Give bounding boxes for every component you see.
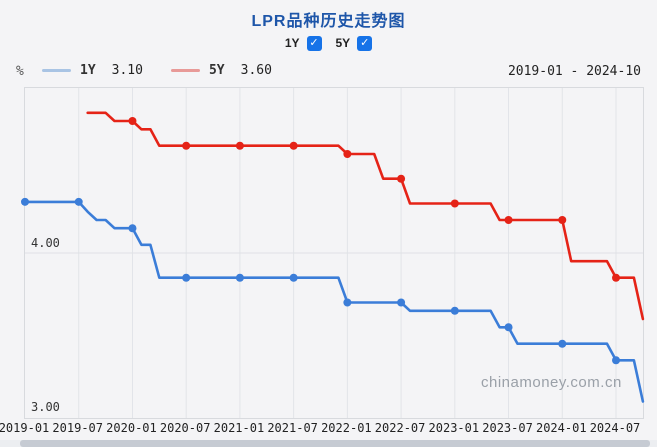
toggle-1y-label: 1Y (284, 36, 300, 50)
x-tick-label: 2024-01 (535, 421, 587, 435)
x-tick-label: 2020-01 (106, 421, 157, 435)
legend-item-1y: 1Y 3.10 (42, 63, 143, 78)
legend-swatch-1y-icon (42, 69, 71, 72)
x-tick-label: 2020-07 (159, 421, 211, 435)
x-tick-label: 2023-07 (482, 421, 533, 435)
legend: 1Y 3.10 5Y 3.60 (42, 63, 272, 78)
legend-swatch-5y-icon (170, 69, 200, 72)
legend-value-1y: 3.10 (111, 63, 143, 78)
legend-label-1y: 1Y (80, 63, 96, 78)
checkbox-1y[interactable]: ✓ (306, 35, 322, 51)
chart-title: LPR品种历史走势图 (251, 13, 406, 30)
toggle-5y[interactable]: 5Y ✓ (335, 35, 373, 51)
x-tick-label: 2022-01 (321, 421, 372, 435)
x-tick-label: 2021-01 (213, 421, 265, 435)
toggle-1y[interactable]: 1Y ✓ (284, 35, 322, 51)
toggle-5y-label: 5Y (335, 36, 351, 50)
horizontal-scrollbar-thumb[interactable] (20, 440, 650, 447)
watermark: chinamoney.com.cn (481, 374, 622, 391)
series-toggle-row: 1Y ✓ 5Y ✓ (0, 34, 657, 52)
legend-row: % 1Y 3.10 5Y 3.60 2019-01 - 2024-10 (0, 63, 657, 81)
x-tick-label: 2023-01 (428, 421, 480, 435)
x-tick-label: 2019-07 (52, 421, 104, 435)
x-tick-label: 2021-07 (267, 421, 318, 435)
y-tick-label: 3.00 (31, 400, 60, 414)
page-title: LPR品种历史走势图 (0, 7, 657, 31)
horizontal-scrollbar-track[interactable] (0, 440, 657, 447)
legend-label-5y: 5Y (208, 63, 225, 78)
x-tick-label: 2022-07 (374, 421, 426, 435)
lpr-line-chart (21, 88, 645, 418)
x-tick-label: 2019-01 (0, 421, 50, 435)
x-axis: 2019-01 2019-07 2020-01 2020-07 2021-01 2021-… (0, 421, 657, 436)
legend-value-5y: 3.60 (240, 63, 272, 78)
x-tick-label: 2024-07 (589, 421, 641, 435)
checkbox-5y[interactable]: ✓ (357, 35, 373, 51)
y-axis-unit: % (16, 64, 24, 79)
chart-plot-area: 4.00 3.00 (21, 87, 645, 419)
y-tick-label: 4.00 (31, 236, 60, 250)
legend-item-5y: 5Y 3.60 (170, 63, 272, 78)
date-range: 2019-01 - 2024-10 (507, 64, 641, 79)
